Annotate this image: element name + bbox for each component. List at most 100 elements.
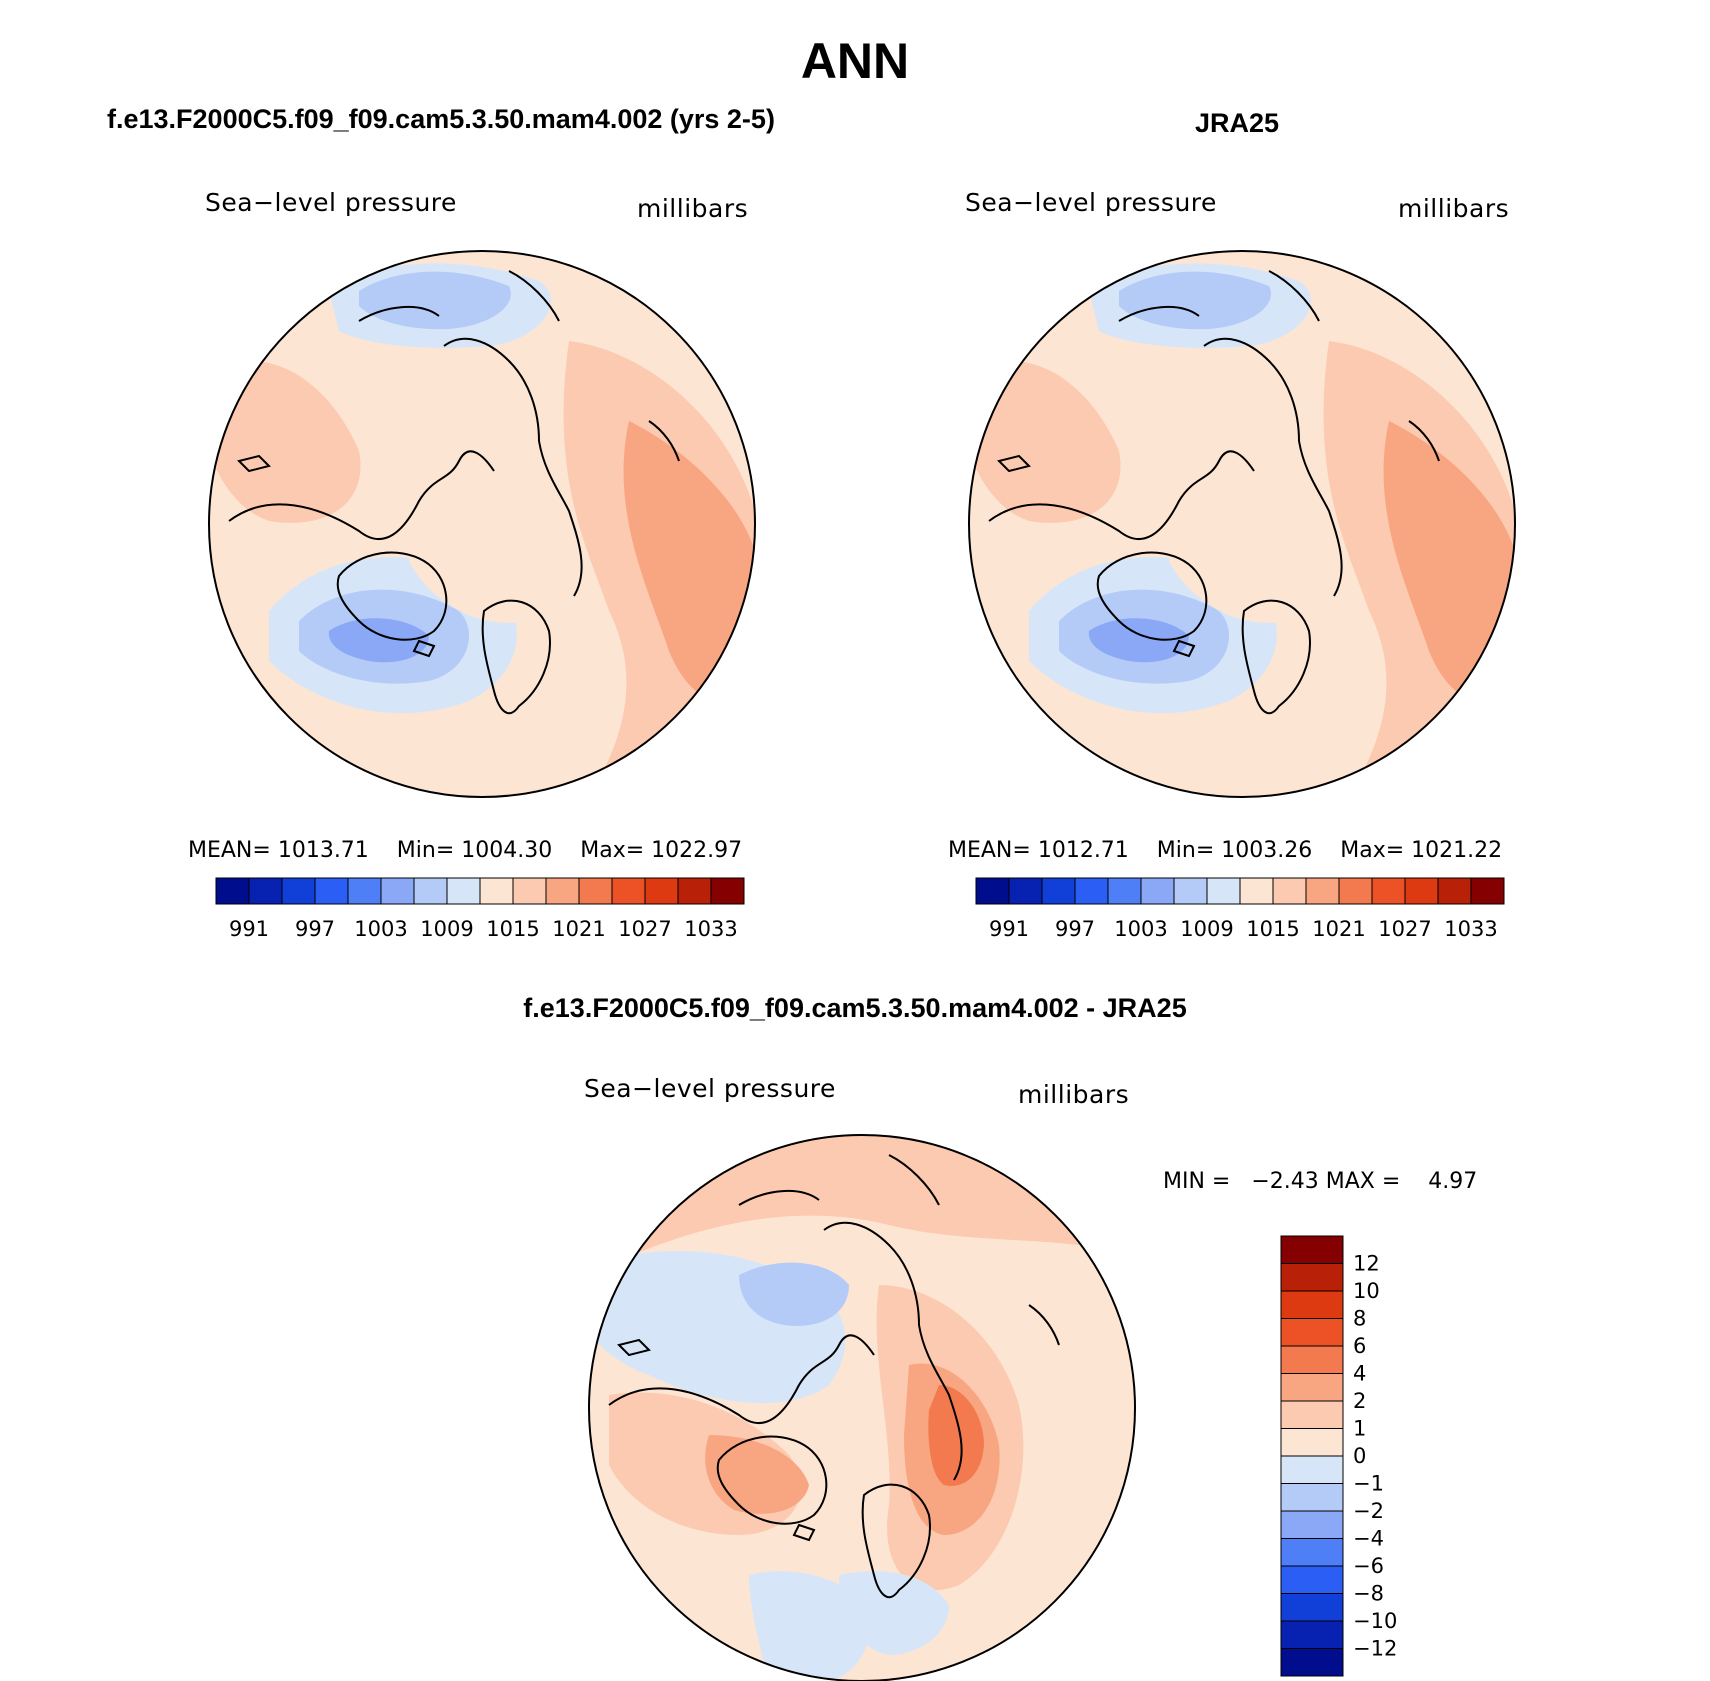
colorbar-model-tick-label: 1033 xyxy=(684,917,737,941)
colorbar-diff-swatch xyxy=(1280,1538,1344,1567)
colorbar-model-tick-label: 1003 xyxy=(354,917,407,941)
panel-title-diff: f.e13.F2000C5.f09_f09.cam5.3.50.mam4.002… xyxy=(523,993,1187,1023)
colorbar-diff-swatch xyxy=(1280,1620,1344,1649)
colorbar-diff-swatch xyxy=(1280,1428,1344,1457)
colorbar-diff-tick-label: −8 xyxy=(1353,1582,1384,1606)
colorbar-diff-swatch xyxy=(1280,1455,1344,1484)
stats-obs: MEAN= 1012.71 Min= 1003.26 Max= 1021.22 xyxy=(948,838,1503,863)
colorbar-diff-swatch xyxy=(1280,1510,1344,1539)
variable-label-model: Sea−level pressure xyxy=(205,188,457,217)
colorbar-obs-tick-label: 1021 xyxy=(1312,917,1365,941)
colorbar-model-swatch xyxy=(446,877,481,905)
colorbar-diff-tick-label: 0 xyxy=(1353,1444,1366,1468)
colorbar-obs-tick-label: 1009 xyxy=(1180,917,1233,941)
colorbar-diff-tick-label: −10 xyxy=(1353,1609,1397,1633)
colorbar-model-swatch xyxy=(578,877,613,905)
variable-label-diff: Sea−level pressure xyxy=(584,1074,836,1103)
colorbar-model-tick-label: 997 xyxy=(295,917,335,941)
colorbar-model-swatch xyxy=(413,877,448,905)
colorbar-diff-tick-label: 12 xyxy=(1353,1252,1380,1276)
colorbar-obs-swatch xyxy=(975,877,1010,905)
colorbar-diff-swatch xyxy=(1280,1235,1344,1264)
colorbar-obs-tick-label: 1003 xyxy=(1114,917,1167,941)
colorbar-model: 991 997 1003 1009 1015 1021 1027 1033 xyxy=(215,877,745,941)
colorbar-model-swatch xyxy=(545,877,580,905)
colorbar-obs-swatch xyxy=(1371,877,1406,905)
colorbar-diff-swatch xyxy=(1280,1318,1344,1347)
colorbar-obs-swatch xyxy=(1008,877,1043,905)
colorbar-diff-swatch xyxy=(1280,1648,1344,1677)
map-boundary-diff xyxy=(588,1134,1136,1681)
colorbar-diff-tick-label: 2 xyxy=(1353,1389,1366,1413)
colorbar-model-swatch xyxy=(215,877,250,905)
colorbar-model-swatch xyxy=(380,877,415,905)
colorbar-diff-tick-label: 10 xyxy=(1353,1279,1380,1303)
colorbar-obs-swatch xyxy=(1107,877,1142,905)
colorbar-obs-swatch xyxy=(1305,877,1340,905)
colorbar-model-swatch xyxy=(710,877,745,905)
map-boundary-model xyxy=(208,250,756,798)
variable-label-obs: Sea−level pressure xyxy=(965,188,1217,217)
colorbar-diff-tick-label: −6 xyxy=(1353,1554,1384,1578)
colorbar-obs-tick-label: 991 xyxy=(989,917,1029,941)
colorbar-diff-swatch xyxy=(1280,1565,1344,1594)
colorbar-model-swatch xyxy=(479,877,514,905)
colorbar-diff-tick-label: −12 xyxy=(1353,1637,1397,1661)
colorbar-diff-swatch xyxy=(1280,1400,1344,1429)
colorbar-diff-swatch xyxy=(1280,1345,1344,1374)
colorbar-diff-swatch xyxy=(1280,1263,1344,1292)
panel-title-obs: JRA25 xyxy=(1195,108,1280,138)
colorbar-model-tick-label: 1009 xyxy=(420,917,473,941)
colorbar-model-swatch xyxy=(677,877,712,905)
colorbar-diff-swatch xyxy=(1280,1483,1344,1512)
colorbar-obs-swatch xyxy=(1140,877,1175,905)
map-boundary-obs xyxy=(968,250,1516,798)
stats-diff: MIN = −2.43 MAX = 4.97 xyxy=(1163,1169,1478,1194)
colorbar-obs-tick-label: 1027 xyxy=(1378,917,1431,941)
map-diff xyxy=(589,1135,1135,1681)
colorbar-diff-tick-label: −1 xyxy=(1353,1472,1384,1496)
colorbar-model-swatch xyxy=(347,877,382,905)
colorbar-obs-swatch xyxy=(1437,877,1472,905)
units-label-model: millibars xyxy=(637,194,749,223)
colorbar-model-tick-label: 991 xyxy=(229,917,269,941)
units-label-obs: millibars xyxy=(1398,194,1510,223)
colorbar-model-tick-label: 1021 xyxy=(552,917,605,941)
colorbar-model-swatch xyxy=(314,877,349,905)
colorbar-model-swatch xyxy=(644,877,679,905)
colorbar-obs-swatch xyxy=(1272,877,1307,905)
colorbar-diff-swatch xyxy=(1280,1373,1344,1402)
colorbar-model-tick-label: 1015 xyxy=(486,917,539,941)
colorbar-model-swatch xyxy=(512,877,547,905)
colorbar-obs-tick-label: 997 xyxy=(1055,917,1095,941)
colorbar-obs-swatch xyxy=(1041,877,1076,905)
colorbar-obs: 991 997 1003 1009 1015 1021 1027 1033 xyxy=(975,877,1505,941)
map-model xyxy=(209,251,755,797)
colorbar-diff-tick-label: 4 xyxy=(1353,1362,1366,1386)
colorbar-obs-swatch xyxy=(1074,877,1109,905)
colorbar-diff-tick-label: 1 xyxy=(1353,1417,1366,1441)
colorbar-obs-swatch xyxy=(1404,877,1439,905)
colorbar-obs-swatch xyxy=(1206,877,1241,905)
colorbar-diff-swatch xyxy=(1280,1593,1344,1622)
colorbar-model-swatch xyxy=(611,877,646,905)
colorbar-diff-swatch xyxy=(1280,1290,1344,1319)
map-obs xyxy=(969,251,1515,797)
colorbar-obs-tick-label: 1015 xyxy=(1246,917,1299,941)
colorbar-diff-tick-label: −4 xyxy=(1353,1527,1384,1551)
colorbar-obs-swatch xyxy=(1173,877,1208,905)
colorbar-model-swatch xyxy=(281,877,316,905)
colorbar-diff-tick-label: 8 xyxy=(1353,1307,1366,1331)
units-label-diff: millibars xyxy=(1018,1080,1130,1109)
colorbar-obs-swatch xyxy=(1338,877,1373,905)
colorbar-obs-tick-label: 1033 xyxy=(1444,917,1497,941)
stats-model: MEAN= 1013.71 Min= 1004.30 Max= 1022.97 xyxy=(188,838,743,863)
colorbar-diff-tick-label: 6 xyxy=(1353,1334,1366,1358)
figure-title: ANN xyxy=(800,33,910,89)
colorbar-diff-tick-label: −2 xyxy=(1353,1499,1384,1523)
panel-title-model: f.e13.F2000C5.f09_f09.cam5.3.50.mam4.002… xyxy=(107,104,775,134)
colorbar-obs-swatch xyxy=(1239,877,1274,905)
colorbar-model-tick-label: 1027 xyxy=(618,917,671,941)
